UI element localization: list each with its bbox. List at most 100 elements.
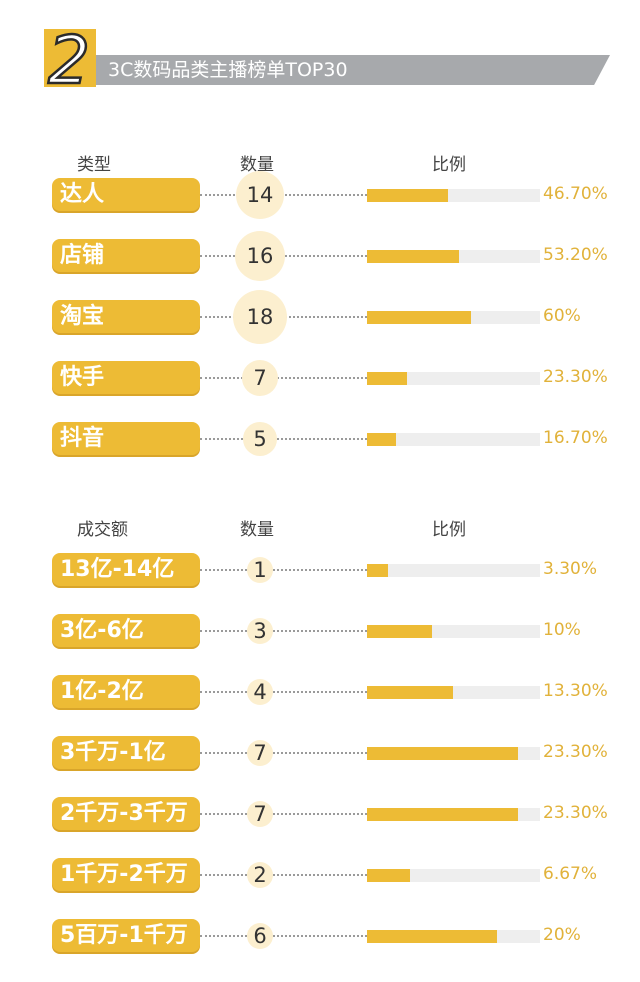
column-header-category: 类型 bbox=[77, 155, 111, 175]
count-circle bbox=[247, 862, 273, 888]
count-circle bbox=[234, 230, 286, 282]
category-label: 淘宝 bbox=[60, 304, 105, 329]
category-pill: 13亿-14亿 bbox=[52, 553, 200, 586]
category-label: 13亿-14亿 bbox=[60, 557, 175, 582]
percent-label: 16.70% bbox=[543, 428, 608, 448]
percent-label: 13.30% bbox=[543, 681, 608, 701]
chart-row: 1亿-2亿 4 13.30% bbox=[0, 667, 640, 717]
chart-row: 达人 14 46.70% bbox=[0, 170, 640, 220]
bar bbox=[367, 372, 408, 385]
count-circle bbox=[247, 740, 273, 766]
bar-track bbox=[367, 189, 540, 202]
dotted-leader bbox=[200, 438, 367, 440]
bar-track bbox=[367, 311, 540, 324]
bar bbox=[367, 808, 519, 821]
category-pill: 快手 bbox=[52, 361, 200, 394]
percent-label: 23.30% bbox=[543, 803, 608, 823]
count-circle bbox=[247, 679, 273, 705]
bar bbox=[367, 250, 460, 263]
category-pill: 3千万-1亿 bbox=[52, 736, 200, 769]
category-pill: 3亿-6亿 bbox=[52, 614, 200, 647]
section-number-badge: 2 bbox=[44, 25, 96, 91]
section-number: 2 bbox=[48, 25, 90, 91]
header-bar bbox=[80, 55, 610, 85]
bar bbox=[367, 686, 454, 699]
category-pill: 1亿-2亿 bbox=[52, 675, 200, 708]
dotted-leader bbox=[200, 691, 367, 693]
chart-row: 3千万-1亿 7 23.30% bbox=[0, 728, 640, 778]
chart-row: 快手 7 23.30% bbox=[0, 353, 640, 403]
dotted-leader bbox=[200, 935, 367, 937]
count-circle bbox=[243, 422, 277, 456]
percent-label: 53.20% bbox=[543, 245, 608, 265]
bar-track bbox=[367, 564, 540, 577]
chart-row: 2千万-3千万 7 23.30% bbox=[0, 789, 640, 839]
percent-label: 10% bbox=[543, 620, 581, 640]
bar-track bbox=[367, 372, 540, 385]
count-circle bbox=[247, 557, 273, 583]
chart-row: 5百万-1千万 6 20% bbox=[0, 911, 640, 961]
count-circle bbox=[247, 618, 273, 644]
count-value: 6 bbox=[253, 924, 267, 948]
column-header-count: 数量 bbox=[240, 155, 274, 175]
percent-label: 6.67% bbox=[543, 864, 598, 884]
column-header-ratio: 比例 bbox=[432, 520, 466, 540]
chart-row: 3亿-6亿 3 10% bbox=[0, 606, 640, 656]
count-value: 18 bbox=[246, 305, 274, 329]
category-pill: 淘宝 bbox=[52, 300, 200, 333]
category-label: 2千万-3千万 bbox=[60, 801, 188, 826]
bar-track bbox=[367, 433, 540, 446]
dotted-leader bbox=[200, 569, 367, 571]
category-label: 达人 bbox=[60, 182, 105, 207]
bar bbox=[367, 189, 448, 202]
category-pill: 1千万-2千万 bbox=[52, 858, 200, 891]
category-label: 1亿-2亿 bbox=[60, 679, 144, 704]
count-value: 7 bbox=[253, 366, 267, 390]
chart-row: 抖音 5 16.70% bbox=[0, 414, 640, 464]
dotted-leader bbox=[200, 874, 367, 876]
percent-label: 3.30% bbox=[543, 559, 598, 579]
column-header-count: 数量 bbox=[240, 520, 274, 540]
count-value: 3 bbox=[253, 619, 267, 643]
bar bbox=[367, 747, 519, 760]
category-label: 5百万-1千万 bbox=[60, 923, 188, 948]
category-pill: 2千万-3千万 bbox=[52, 797, 200, 830]
bar bbox=[367, 625, 432, 638]
count-value: 14 bbox=[246, 183, 274, 207]
category-label: 3千万-1亿 bbox=[60, 740, 166, 765]
page-title: 3C数码品类主播榜单TOP30 bbox=[108, 59, 348, 81]
bar bbox=[367, 311, 471, 324]
dotted-leader bbox=[200, 630, 367, 632]
count-value: 2 bbox=[253, 863, 267, 887]
bar-track bbox=[367, 625, 540, 638]
category-pill: 抖音 bbox=[52, 422, 200, 455]
percent-label: 23.30% bbox=[543, 367, 608, 387]
bar-track bbox=[367, 747, 540, 760]
count-circle bbox=[236, 171, 284, 219]
category-pill: 达人 bbox=[52, 178, 200, 211]
bar-track bbox=[367, 930, 540, 943]
count-value: 16 bbox=[246, 244, 274, 268]
bar bbox=[367, 869, 411, 882]
category-label: 快手 bbox=[60, 365, 105, 390]
count-value: 7 bbox=[253, 802, 267, 826]
column-header-category: 成交额 bbox=[77, 520, 128, 540]
bar-track bbox=[367, 686, 540, 699]
percent-label: 23.30% bbox=[543, 742, 608, 762]
percent-label: 60% bbox=[543, 306, 581, 326]
percent-label: 20% bbox=[543, 925, 581, 945]
count-value: 4 bbox=[253, 680, 267, 704]
percent-label: 46.70% bbox=[543, 184, 608, 204]
bar bbox=[367, 433, 396, 446]
count-circle bbox=[241, 359, 279, 397]
dotted-leader bbox=[200, 752, 367, 754]
bar bbox=[367, 930, 497, 943]
dotted-leader bbox=[200, 813, 367, 815]
category-label: 1千万-2千万 bbox=[60, 862, 188, 887]
bar-track bbox=[367, 869, 540, 882]
chart-row: 淘宝 18 60% bbox=[0, 290, 640, 344]
dotted-leader bbox=[200, 377, 367, 379]
count-value: 1 bbox=[253, 558, 267, 582]
bar bbox=[367, 564, 389, 577]
count-value: 5 bbox=[253, 427, 267, 451]
